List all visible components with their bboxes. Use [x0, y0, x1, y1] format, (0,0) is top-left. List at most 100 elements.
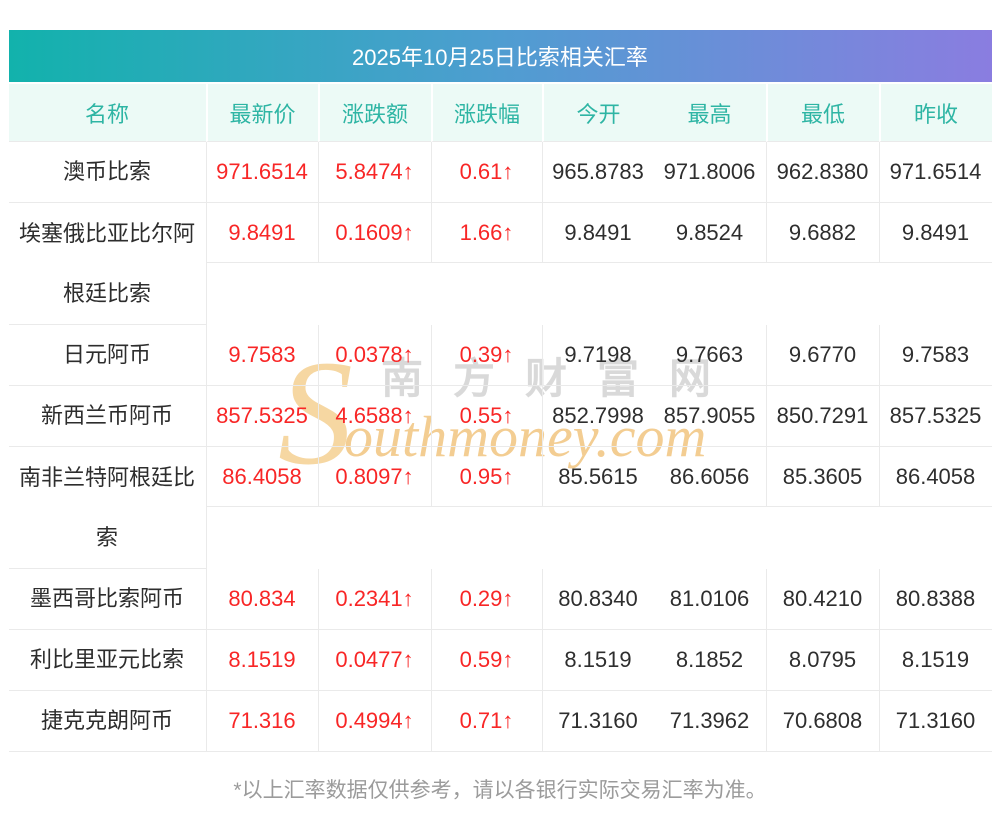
low-price-value: 850.7291 [776, 403, 869, 428]
high-price-value: 9.8524 [675, 219, 744, 245]
currency-name: 澳币比索 [8, 142, 206, 203]
currency-name: 埃塞俄比亚比尔阿根廷比索 [8, 203, 206, 325]
high-price: 9.7663 [653, 325, 766, 386]
change-amount-value: 5.8474 [335, 159, 403, 184]
table-row: 墨西哥比索阿币 80.834 0.2341↑ 0.29↑ 80.8340 81.0106 8… [8, 569, 992, 630]
change-percent-value: 0.29 [459, 586, 503, 611]
low-price: 962.8380 [765, 142, 879, 203]
change-amount: 0.0378↑ [317, 325, 431, 386]
low-price-value: 80.4210 [782, 586, 863, 611]
high-price: 9.8524 [653, 203, 766, 263]
high-price: 86.6056 [653, 447, 766, 507]
currency-name: 新西兰币阿币 [8, 386, 206, 447]
change-percent: 0.61↑ [430, 142, 542, 203]
high-price-value: 86.6056 [669, 463, 750, 489]
up-arrow-icon: ↑ [402, 403, 414, 428]
open-price-value: 8.1519 [564, 647, 632, 672]
high-price-value: 9.7663 [675, 342, 744, 367]
low-price-value: 70.6808 [782, 708, 863, 733]
currency-name: 南非兰特阿根廷比索 [8, 447, 206, 569]
wrapped-row-spacer [9, 263, 992, 325]
table-row: 捷克克朗阿币 71.316 0.4994↑ 0.71↑ 71.3160 71.3962 70… [8, 691, 992, 752]
currency-name: 日元阿币 [8, 325, 206, 386]
high-price: 971.8006 [653, 142, 766, 203]
change-percent: 0.59↑ [430, 630, 542, 691]
prev-close: 8.1519 [878, 630, 992, 691]
up-arrow-icon: ↑ [402, 586, 414, 611]
open-price: 852.7998 [541, 386, 654, 447]
open-price-value: 9.8491 [564, 219, 632, 245]
open-price: 8.1519 [541, 630, 654, 691]
change-amount-value: 0.4994 [335, 708, 403, 733]
open-price: 965.8783 [541, 142, 654, 203]
latest-price-value: 857.5325 [216, 403, 308, 428]
low-price: 8.0795 [765, 630, 879, 691]
prev-close-value: 971.6514 [889, 159, 982, 184]
prev-close-value: 80.8388 [895, 586, 976, 611]
latest-price-value: 86.4058 [222, 463, 302, 489]
open-price: 80.8340 [541, 569, 654, 630]
table-row: 南非兰特阿根廷比索 86.4058 0.8097↑ 0.95↑ 85.5615 86.60… [8, 447, 992, 569]
column-header-5: 最高 [653, 84, 766, 142]
high-price: 71.3962 [653, 691, 766, 752]
change-amount-value: 0.0477 [335, 647, 403, 672]
latest-price-value: 80.834 [228, 586, 296, 611]
high-price: 857.9055 [653, 386, 766, 447]
low-price: 85.3605 [765, 447, 879, 507]
latest-price-value: 8.1519 [228, 647, 296, 672]
open-price-value: 965.8783 [552, 159, 644, 184]
up-arrow-icon: ↑ [502, 708, 514, 733]
latest-price: 9.7583 [205, 325, 318, 386]
change-amount-value: 0.0378 [335, 342, 403, 367]
prev-close: 971.6514 [878, 142, 992, 203]
low-price-value: 8.0795 [788, 647, 857, 672]
column-header-3: 涨跌幅 [430, 84, 542, 142]
table-row: 新西兰币阿币 857.5325 4.6588↑ 0.55↑ 852.7998 857.90… [8, 386, 992, 447]
change-amount: 0.0477↑ [317, 630, 431, 691]
open-price: 9.7198 [541, 325, 654, 386]
up-arrow-icon: ↑ [402, 219, 414, 245]
prev-close-value: 86.4058 [895, 463, 976, 489]
latest-price-value: 9.7583 [228, 342, 296, 367]
latest-price-value: 71.316 [228, 708, 296, 733]
change-percent: 0.71↑ [430, 691, 542, 752]
low-price: 70.6808 [765, 691, 879, 752]
column-header-2: 涨跌额 [317, 84, 431, 142]
up-arrow-icon: ↑ [402, 647, 414, 672]
column-header-4: 今开 [541, 84, 654, 142]
prev-close-value: 9.8491 [901, 219, 970, 245]
up-arrow-icon: ↑ [402, 708, 414, 733]
change-percent-value: 0.71 [459, 708, 503, 733]
table-row: 日元阿币 9.7583 0.0378↑ 0.39↑ 9.7198 9.7663 9.6770… [8, 325, 992, 386]
change-amount-value: 0.8097 [335, 463, 403, 489]
change-percent-value: 0.55 [459, 403, 503, 428]
change-amount: 0.4994↑ [317, 691, 431, 752]
change-amount-value: 0.2341 [335, 586, 403, 611]
currency-name: 利比里亚元比索 [8, 630, 206, 691]
up-arrow-icon: ↑ [502, 403, 514, 428]
open-price-value: 9.7198 [564, 342, 632, 367]
low-price-value: 9.6770 [788, 342, 857, 367]
table-row: 埃塞俄比亚比尔阿根廷比索 9.8491 0.1609↑ 1.66↑ 9.8491 9.85… [8, 203, 992, 325]
open-price: 9.8491 [541, 203, 654, 263]
low-price-value: 9.6882 [788, 219, 857, 245]
table-row: 利比里亚元比索 8.1519 0.0477↑ 0.59↑ 8.1519 8.1852 8.0… [8, 630, 992, 691]
high-price-value: 81.0106 [669, 586, 750, 611]
prev-close-value: 9.7583 [901, 342, 970, 367]
latest-price: 971.6514 [205, 142, 318, 203]
change-percent-value: 1.66 [459, 219, 503, 245]
open-price-value: 85.5615 [558, 463, 638, 489]
high-price: 81.0106 [653, 569, 766, 630]
prev-close-value: 8.1519 [901, 647, 970, 672]
up-arrow-icon: ↑ [502, 342, 514, 367]
change-amount: 4.6588↑ [317, 386, 431, 447]
open-price-value: 71.3160 [558, 708, 638, 733]
change-amount: 5.8474↑ [317, 142, 431, 203]
low-price-value: 85.3605 [782, 463, 863, 489]
prev-close-value: 857.5325 [889, 403, 982, 428]
wrapped-row-spacer [9, 507, 992, 569]
open-price-value: 80.8340 [558, 586, 638, 611]
column-header-6: 最低 [765, 84, 879, 142]
high-price-value: 857.9055 [663, 403, 756, 428]
latest-price: 86.4058 [205, 447, 318, 507]
